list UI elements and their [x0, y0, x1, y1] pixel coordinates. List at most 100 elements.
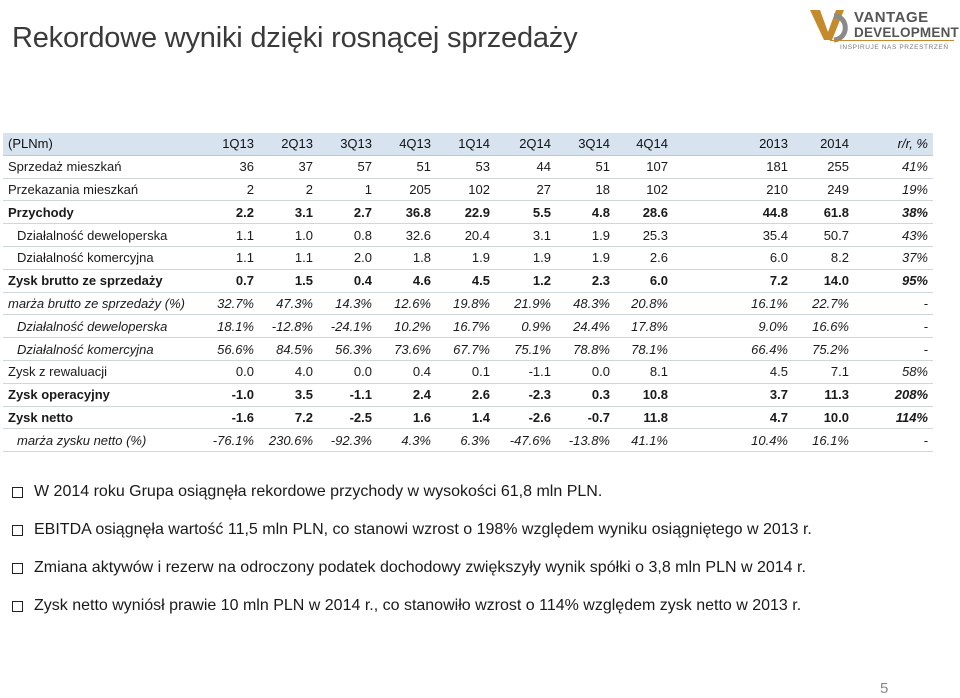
table-header-row: (PLNm) 1Q13 2Q13 3Q13 4Q13 1Q14 2Q14 3Q14 4Q14 20…	[3, 133, 933, 156]
table-cell: -24.1%	[318, 314, 377, 338]
table-cell: 1.4	[436, 405, 495, 429]
table-cell: 95%	[854, 268, 933, 293]
table-cell: 58%	[854, 359, 933, 384]
bullet-item: W 2014 roku Grupa osiągnęła rekordowe pr…	[12, 482, 812, 520]
table-cell: 56.6%	[194, 337, 259, 361]
page-number: 5	[880, 680, 889, 697]
table-cell: 2	[259, 177, 318, 201]
table-row: Przekazania mieszkań 2 2 1 205 102 27 18 102 210 2…	[3, 177, 933, 201]
table-cell: 22.9	[436, 200, 495, 224]
table-cell: 18.1%	[194, 314, 259, 338]
table-cell: 41%	[854, 154, 933, 179]
table-row: marża brutto ze sprzedaży (%) 32.7% 47.3% 1…	[3, 291, 933, 315]
table-cell: 75.2%	[793, 337, 854, 361]
table-cell	[673, 405, 733, 429]
table-cell: 1.8	[377, 245, 436, 270]
bullet-item: Zysk netto wyniósł prawie 10 mln PLN w 2…	[12, 596, 812, 634]
header-cell: 4Q14	[615, 133, 673, 156]
table-cell: 47.3%	[259, 291, 318, 315]
table-cell	[673, 428, 733, 453]
table-cell: 4.5	[733, 359, 793, 384]
row-label: Zysk z rewaluacji	[3, 359, 194, 384]
table-cell: -92.3%	[318, 428, 377, 453]
table-cell: -76.1%	[194, 428, 259, 453]
table-cell: 50.7	[793, 223, 854, 247]
table-cell: 44.8	[733, 200, 793, 224]
table-cell: 44	[495, 154, 556, 179]
header-cell: 2Q14	[495, 133, 556, 156]
table-row: Zysk operacyjny -1.0 3.5 -1.1 2.4 2.6 -2.3 0.3 1…	[3, 382, 933, 407]
table-cell: 20.4	[436, 223, 495, 247]
table-cell	[673, 337, 733, 361]
table-cell: 22.7%	[793, 291, 854, 315]
table-cell: 3.7	[733, 382, 793, 407]
table-cell	[673, 200, 733, 224]
bullet-text: Zmiana aktywów i rezerw na odroczony pod…	[34, 559, 806, 576]
table-cell: 20.8%	[615, 291, 673, 315]
table-cell: 0.4	[377, 359, 436, 384]
table-cell: 107	[615, 154, 673, 179]
header-cell: 2Q13	[259, 133, 318, 156]
table-cell	[673, 154, 733, 179]
table-cell: 35.4	[733, 223, 793, 247]
table-cell: 2.0	[318, 245, 377, 270]
table-cell: 0.0	[556, 359, 615, 384]
row-label: Działalność komercyjna	[3, 245, 194, 270]
table-cell: 8.1	[615, 359, 673, 384]
table-cell: 3.5	[259, 382, 318, 407]
table-cell: 0.8	[318, 223, 377, 247]
table-cell: 4.7	[733, 405, 793, 429]
table-cell: -	[854, 337, 933, 361]
table-cell: 0.0	[318, 359, 377, 384]
table-cell: 56.3%	[318, 337, 377, 361]
table-cell: 41.1%	[615, 428, 673, 453]
table-cell: -2.5	[318, 405, 377, 429]
table-cell: 2.6	[436, 382, 495, 407]
logo-line2: DEVELOPMENT	[854, 25, 959, 40]
table-row: Działalność komercyjna 56.6% 84.5% 56.3% 73.…	[3, 337, 933, 361]
table-cell: 73.6%	[377, 337, 436, 361]
row-label: Przychody	[3, 200, 194, 224]
table-cell: -1.1	[318, 382, 377, 407]
table-cell: 2.7	[318, 200, 377, 224]
table-cell: 51	[377, 154, 436, 179]
row-label: marża zysku netto (%)	[3, 428, 194, 453]
header-cell: 1Q13	[194, 133, 259, 156]
table-row: Działalność komercyjna 1.1 1.1 2.0 1.8 1.9 1.9…	[3, 245, 933, 270]
table-row: marża zysku netto (%) -76.1% 230.6% -92.3% 4…	[3, 428, 933, 453]
bullet-item: EBITDA osiągnęła wartość 11,5 mln PLN, c…	[12, 520, 812, 558]
table-cell: 4.5	[436, 268, 495, 293]
checkbox-bullet-icon	[12, 487, 23, 498]
table-cell: 102	[615, 177, 673, 201]
table-cell	[673, 382, 733, 407]
header-cell: 3Q13	[318, 133, 377, 156]
table-cell: 18	[556, 177, 615, 201]
slide-title: Rekordowe wyniki dzięki rosnącej sprzeda…	[12, 22, 578, 54]
table-cell: 249	[793, 177, 854, 201]
table-cell: 28.6	[615, 200, 673, 224]
table-cell: 37%	[854, 245, 933, 270]
table-cell: -2.3	[495, 382, 556, 407]
table-cell: 0.7	[194, 268, 259, 293]
table-cell: 0.3	[556, 382, 615, 407]
header-cell: 3Q14	[556, 133, 615, 156]
table-cell: 78.1%	[615, 337, 673, 361]
table-row: Zysk brutto ze sprzedaży 0.7 1.5 0.4 4.6 4.5 1…	[3, 268, 933, 293]
table-cell: 10.0	[793, 405, 854, 429]
table-cell: -1.0	[194, 382, 259, 407]
table-cell: 1.1	[194, 245, 259, 270]
table-cell: 37	[259, 154, 318, 179]
table-cell: 205	[377, 177, 436, 201]
table-row: Zysk netto -1.6 7.2 -2.5 1.6 1.4 -2.6 -0.7 11.8 4…	[3, 405, 933, 429]
table-cell: 4.0	[259, 359, 318, 384]
table-cell: 51	[556, 154, 615, 179]
table-cell: 57	[318, 154, 377, 179]
table-cell: 19.8%	[436, 291, 495, 315]
row-label: marża brutto ze sprzedaży (%)	[3, 291, 194, 315]
table-cell: 230.6%	[259, 428, 318, 453]
row-label: Działalność komercyjna	[3, 337, 194, 361]
table-cell: -	[854, 314, 933, 338]
header-cell: 2013	[733, 133, 793, 156]
table-cell: -	[854, 428, 933, 453]
logo-wordmark: VANTAGE DEVELOPMENT	[854, 10, 959, 39]
